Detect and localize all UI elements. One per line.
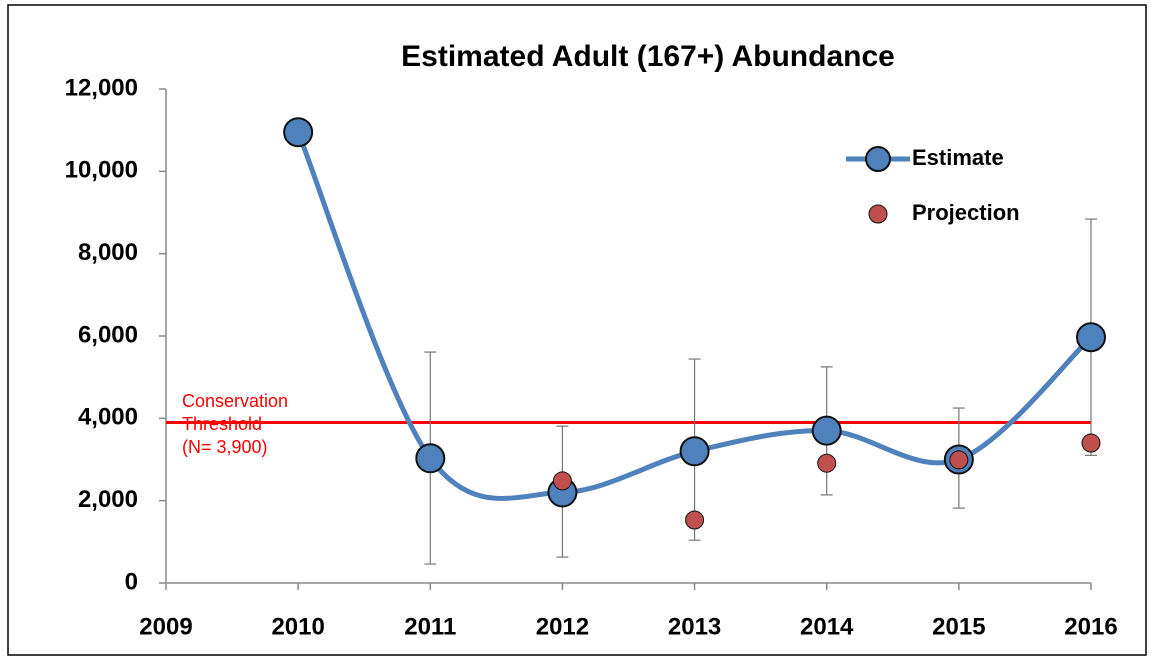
data-point <box>949 450 969 470</box>
x-tick-label: 2013 <box>668 613 721 640</box>
legend-label: Projection <box>912 200 1020 225</box>
x-tick-label: 2011 <box>404 613 456 640</box>
x-tick-label: 2009 <box>139 613 192 640</box>
legend-marker <box>868 204 888 224</box>
legend-marker <box>865 146 891 172</box>
x-tick-label: 2010 <box>271 613 324 640</box>
x-tick-label: 2014 <box>800 613 854 640</box>
x-tick-label: 2012 <box>536 613 589 640</box>
data-point <box>283 117 314 148</box>
data-point <box>685 510 705 530</box>
data-point <box>552 471 572 491</box>
x-tick-label: 2015 <box>932 613 985 640</box>
data-point <box>1081 433 1101 453</box>
y-tick-label: 10,000 <box>65 157 138 184</box>
legend-label: Estimate <box>912 145 1004 170</box>
y-tick-label: 0 <box>125 568 138 595</box>
chart-title: Estimated Adult (167+) Abundance <box>401 40 895 73</box>
y-tick-label: 8,000 <box>78 239 138 266</box>
threshold-label: Conservation <box>182 391 288 411</box>
data-point <box>415 443 446 474</box>
data-point <box>811 415 842 446</box>
data-point <box>679 436 710 467</box>
y-tick-label: 4,000 <box>78 404 138 431</box>
y-tick-label: 2,000 <box>78 486 138 513</box>
threshold-label: Threshold <box>182 414 262 434</box>
y-tick-label: 6,000 <box>78 321 138 348</box>
threshold-label: (N= 3,900) <box>182 437 268 457</box>
data-point <box>817 453 837 473</box>
x-tick-label: 2016 <box>1064 613 1117 640</box>
y-tick-label: 12,000 <box>65 74 138 101</box>
data-point <box>1076 322 1106 353</box>
chart-border <box>7 4 1147 656</box>
